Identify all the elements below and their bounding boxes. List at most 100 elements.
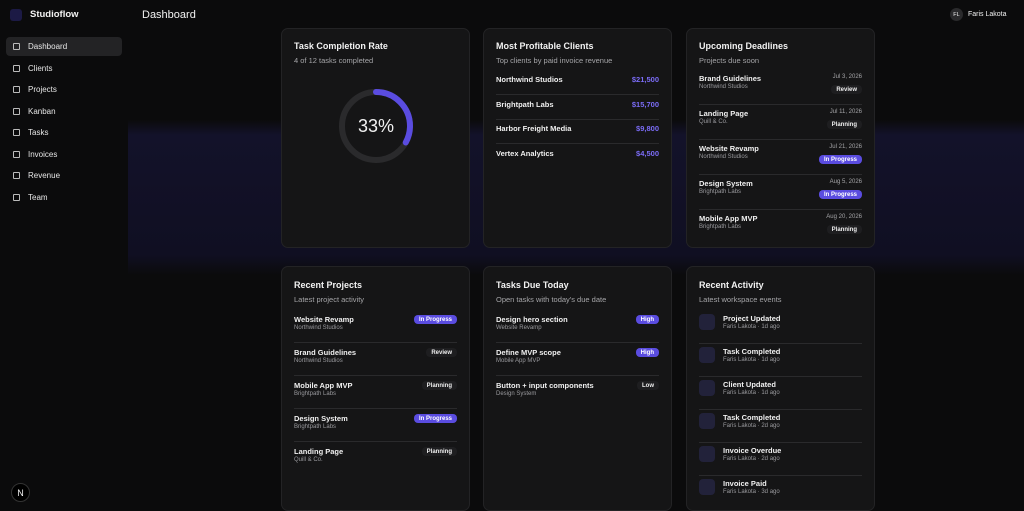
task-name: Design hero section	[496, 315, 568, 324]
activity-row[interactable]: Client Updated Faris Lakota · 1d ago	[699, 380, 862, 410]
activity-title: Client Updated	[723, 380, 776, 389]
activity-meta: Faris Lakota · 1d ago	[723, 390, 780, 396]
activity-icon	[699, 314, 715, 330]
client-amount: $15,700	[631, 99, 659, 109]
project-name: Website Revamp	[294, 315, 354, 324]
deadline-row[interactable]: Brand Guidelines Northwind Studios Jul 3, …	[699, 74, 862, 105]
project-client: Brightpath Labs	[294, 391, 337, 397]
activity-icon	[699, 413, 715, 429]
activity-icon	[699, 446, 715, 462]
card: Upcoming Deadlines Projects due soon Brand…	[686, 28, 875, 248]
deadline-client: Quill & Co.	[699, 119, 728, 125]
deadline-row[interactable]: Landing Page Quill & Co. Jul 11, 2026 Plann…	[699, 109, 862, 140]
card: Task Completion Rate 4 of 12 tasks comple…	[281, 28, 470, 248]
project-row[interactable]: Landing Page Quill & Co. Planning	[294, 447, 457, 475]
deadline-date: Aug 20, 2026	[826, 214, 862, 220]
status-badge: Review	[426, 348, 457, 357]
task-row[interactable]: Button + input components Design System Lo…	[496, 381, 659, 409]
deadline-name: Brand Guidelines	[699, 74, 762, 83]
card-title: Most Profitable Clients	[496, 41, 594, 51]
activity-row[interactable]: Task Completed Faris Lakota · 2d ago	[699, 413, 862, 443]
activity-meta: Faris Lakota · 2d ago	[723, 456, 780, 462]
status-badge: Planning	[421, 447, 457, 456]
nav-item[interactable]: Dashboard	[6, 37, 122, 56]
nav-item[interactable]: Invoices	[6, 145, 122, 164]
card: Recent Activity Latest workspace events Pr…	[686, 266, 875, 511]
task-project: Mobile App MVP	[496, 358, 541, 364]
deadline-name: Website Revamp	[699, 144, 759, 153]
brand: Studioflow	[30, 9, 79, 20]
card-title: Task Completion Rate	[294, 41, 388, 51]
status-badge: Low	[637, 381, 659, 390]
status-badge: In Progress	[413, 414, 457, 423]
activity-icon	[699, 479, 715, 495]
status-badge: High	[635, 348, 659, 357]
task-project: Website Revamp	[496, 325, 542, 331]
deadline-client: Northwind Studios	[699, 84, 748, 90]
deadline-name: Design System	[699, 179, 753, 188]
project-row[interactable]: Brand Guidelines Northwind Studios Review	[294, 348, 457, 376]
client-row[interactable]: Northwind Studios $21,500	[496, 75, 659, 95]
task-row[interactable]: Design hero section Website Revamp High	[496, 315, 659, 343]
nav-item[interactable]: Projects	[6, 80, 122, 99]
activity-title: Invoice Overdue	[723, 446, 782, 455]
nav-item[interactable]: Team	[6, 188, 122, 207]
status-badge: Planning	[826, 120, 862, 129]
client-amount: $21,500	[631, 75, 659, 84]
client-row[interactable]: Vertex Analytics $4,500	[496, 149, 659, 169]
activity-row[interactable]: Task Completed Faris Lakota · 1d ago	[699, 347, 862, 377]
task-name: Button + input components	[496, 381, 594, 390]
card: Recent Projects Latest project activity We…	[281, 266, 470, 511]
card: Tasks Due Today Open tasks with today's d…	[483, 266, 672, 511]
card-subtitle: Latest project activity	[294, 295, 365, 304]
user-name[interactable]: Faris Lakota	[968, 11, 1007, 18]
status-badge: In Progress	[818, 190, 862, 199]
footer-badge[interactable]: N	[11, 483, 30, 502]
client-row[interactable]: Brightpath Labs $15,700	[496, 100, 659, 120]
deadline-name: Landing Page	[699, 109, 749, 118]
project-row[interactable]: Design System Brightpath Labs In Progress	[294, 414, 457, 442]
project-client: Brightpath Labs	[294, 424, 337, 430]
nav-item[interactable]: Tasks	[6, 123, 122, 142]
deadline-client: Northwind Studios	[699, 154, 748, 160]
nav-item[interactable]: Kanban	[6, 102, 122, 121]
deadline-row[interactable]: Website Revamp Northwind Studios Jul 21, 2…	[699, 144, 862, 175]
activity-row[interactable]: Project Updated Faris Lakota · 1d ago	[699, 314, 862, 344]
project-row[interactable]: Website Revamp Northwind Studios In Progre…	[294, 315, 457, 343]
nav-icon	[13, 150, 20, 158]
card-title: Recent Projects	[294, 280, 363, 290]
project-row[interactable]: Mobile App MVP Brightpath Labs Planning	[294, 381, 457, 409]
activity-row[interactable]: Invoice Overdue Faris Lakota · 2d ago	[699, 446, 862, 476]
activity-title: Task Completed	[723, 347, 781, 356]
nav-icon	[13, 193, 20, 201]
completion-label: 33%	[357, 115, 395, 136]
client-row[interactable]: Harbor Freight Media $9,800	[496, 124, 659, 144]
deadline-row[interactable]: Mobile App MVP Brightpath Labs Aug 20, 202…	[699, 214, 862, 245]
task-row[interactable]: Define MVP scope Mobile App MVP High	[496, 348, 659, 376]
project-name: Mobile App MVP	[294, 381, 353, 390]
activity-meta: Faris Lakota · 3d ago	[723, 489, 780, 495]
status-badge: In Progress	[818, 155, 862, 164]
nav-icon	[13, 86, 20, 93]
card-subtitle: Top clients by paid invoice revenue	[496, 56, 613, 65]
card-subtitle: Projects due soon	[699, 56, 760, 65]
activity-row[interactable]: Invoice Paid Faris Lakota · 3d ago	[699, 479, 862, 509]
nav-item[interactable]: Revenue	[6, 166, 122, 185]
nav-icon	[13, 64, 20, 72]
deadline-date: Aug 5, 2026	[829, 179, 862, 185]
client-amount: $9,800	[636, 124, 659, 133]
nav-icon	[13, 172, 20, 179]
deadline-date: Jul 11, 2026	[829, 109, 862, 115]
card-title: Upcoming Deadlines	[699, 41, 789, 51]
deadline-client: Brightpath Labs	[699, 189, 742, 195]
task-name: Define MVP scope	[496, 348, 561, 357]
nav-icon	[13, 43, 20, 50]
deadline-client: Brightpath Labs	[699, 224, 742, 230]
card: Most Profitable Clients Top clients by pa…	[483, 28, 672, 248]
activity-icon	[699, 347, 715, 363]
donut-progress	[339, 89, 413, 163]
deadline-row[interactable]: Design System Brightpath Labs Aug 5, 2026 I…	[699, 179, 862, 210]
avatar[interactable]: FL	[950, 8, 963, 21]
nav-item[interactable]: Clients	[6, 59, 122, 78]
